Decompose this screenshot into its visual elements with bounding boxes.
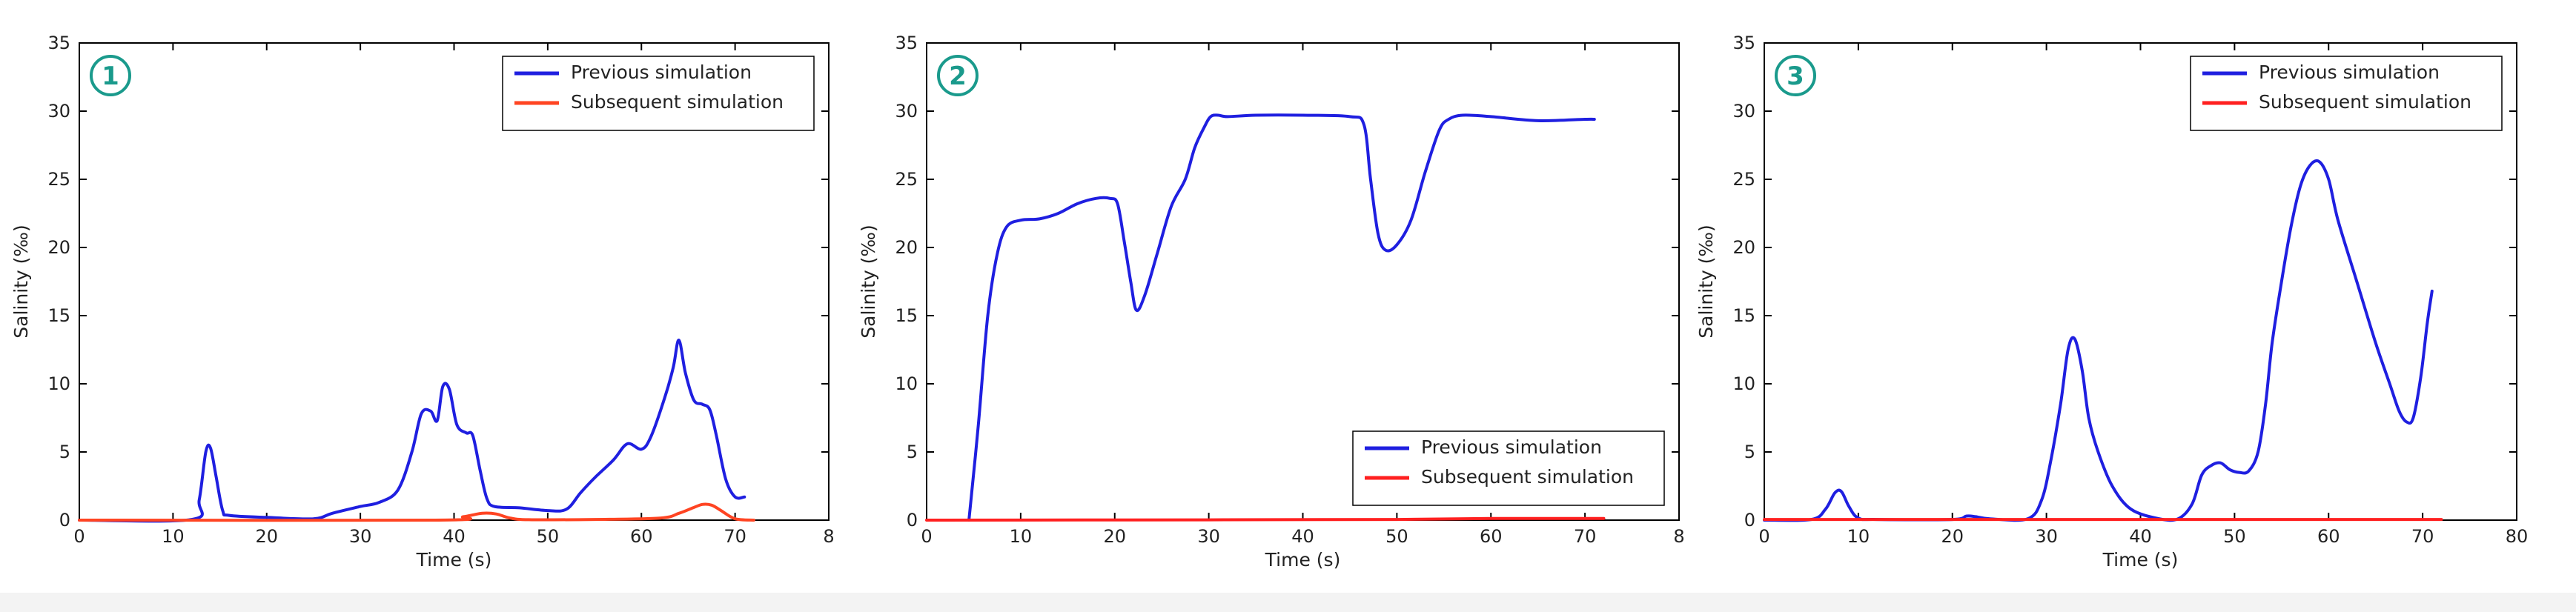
x-tick-label: 20 (1103, 526, 1126, 547)
y-tick-label: 0 (1744, 510, 1755, 530)
y-tick-label: 15 (895, 305, 918, 326)
x-tick-label: 70 (2411, 526, 2434, 547)
legend-label: Previous simulation (2259, 61, 2440, 83)
y-tick-label: 35 (1732, 33, 1755, 53)
panel-badge-circle (937, 55, 979, 96)
series-line-2 (78, 502, 755, 522)
y-axis-label: Salinity (‰) (1695, 224, 1717, 338)
x-tick-label: 0 (73, 526, 85, 547)
bottom-band (0, 593, 2576, 612)
legend: Previous simulation Subsequent simulation (1352, 430, 1665, 506)
y-tick-label: 20 (895, 237, 918, 258)
panel-badge-circle (1775, 55, 1816, 96)
x-tick-label: 0 (1758, 526, 1769, 547)
x-tick-label: 70 (724, 526, 746, 547)
chart-panel-3: 0 10 20 30 40 50 60 70 80 0 5 10 15 20 25 30 35 Time (s) S… (1695, 33, 2528, 571)
x-tick-label: 10 (1847, 526, 1870, 547)
x-axis-label: Time (s) (2102, 549, 2179, 571)
x-tick-label: 40 (443, 526, 466, 547)
x-tick-label: 30 (349, 526, 372, 547)
legend-label: Subsequent simulation (2259, 91, 2471, 113)
panel-badge-circle (90, 55, 131, 96)
x-tick-label: 50 (1385, 526, 1408, 547)
x-tick-label: 8 (1673, 526, 1684, 547)
series-line-1 (967, 113, 1596, 522)
legend-box (502, 56, 815, 131)
y-tick-label: 10 (895, 373, 918, 394)
y-tick-label: 30 (1732, 101, 1755, 122)
x-tick-label: 60 (2317, 526, 2340, 547)
series-line-1 (78, 339, 746, 523)
y-tick-label: 0 (907, 510, 918, 530)
y-axis-label: Salinity (‰) (858, 224, 879, 338)
x-tick-label: 0 (921, 526, 932, 547)
y-tick-label: 15 (47, 305, 70, 326)
x-tick-label: 80 (2506, 526, 2529, 547)
y-tick-label: 20 (47, 237, 70, 258)
x-tick-label: 40 (2129, 526, 2152, 547)
y-tick-label: 10 (47, 373, 70, 394)
x-tick-label: 30 (2035, 526, 2058, 547)
y-tick-label: 25 (1732, 169, 1755, 190)
legend: Previous simulation Subsequent simulation (502, 56, 815, 131)
x-tick-label: 60 (1480, 526, 1503, 547)
x-tick-label: 40 (1291, 526, 1314, 547)
y-axis-label: Salinity (‰) (10, 224, 32, 338)
y-tick-label: 35 (47, 33, 70, 53)
x-tick-label: 10 (1010, 526, 1033, 547)
x-axis-label: Time (s) (416, 549, 492, 571)
y-tick-label: 25 (47, 169, 70, 190)
panel-badge: 3 (1787, 61, 1804, 91)
x-axis-label: Time (s) (1265, 549, 1341, 571)
y-tick-label: 5 (907, 442, 918, 462)
x-tick-label: 70 (1574, 526, 1597, 547)
y-tick-label: 0 (59, 510, 70, 530)
legend-label: Previous simulation (571, 61, 752, 83)
x-tick-label: 60 (630, 526, 653, 547)
x-tick-label: 50 (2223, 526, 2246, 547)
x-tick-label: 8 (823, 526, 834, 547)
x-tick-label: 20 (1941, 526, 1964, 547)
panel-badge: 2 (949, 61, 967, 91)
panel-badge: 1 (102, 61, 119, 91)
x-tick-label: 20 (255, 526, 278, 547)
series-line-2 (925, 516, 1606, 522)
x-tick-label: 30 (1197, 526, 1220, 547)
x-tick-label: 10 (162, 526, 185, 547)
y-tick-label: 5 (59, 442, 70, 462)
legend-box (1352, 430, 1665, 506)
y-tick-label: 15 (1732, 305, 1755, 326)
legend-label: Subsequent simulation (1421, 466, 1634, 488)
legend: Previous simulation Subsequent simulation (2190, 56, 2503, 131)
legend-label: Previous simulation (1421, 436, 1602, 458)
x-tick-label: 50 (537, 526, 560, 547)
y-tick-label: 20 (1732, 237, 1755, 258)
y-tick-label: 5 (1744, 442, 1755, 462)
y-tick-label: 10 (1732, 373, 1755, 394)
legend-box (2190, 56, 2503, 131)
legend-label: Subsequent simulation (571, 91, 784, 113)
y-tick-label: 25 (895, 169, 918, 190)
y-tick-label: 35 (895, 33, 918, 53)
y-tick-label: 30 (895, 101, 918, 122)
y-tick-label: 30 (47, 101, 70, 122)
